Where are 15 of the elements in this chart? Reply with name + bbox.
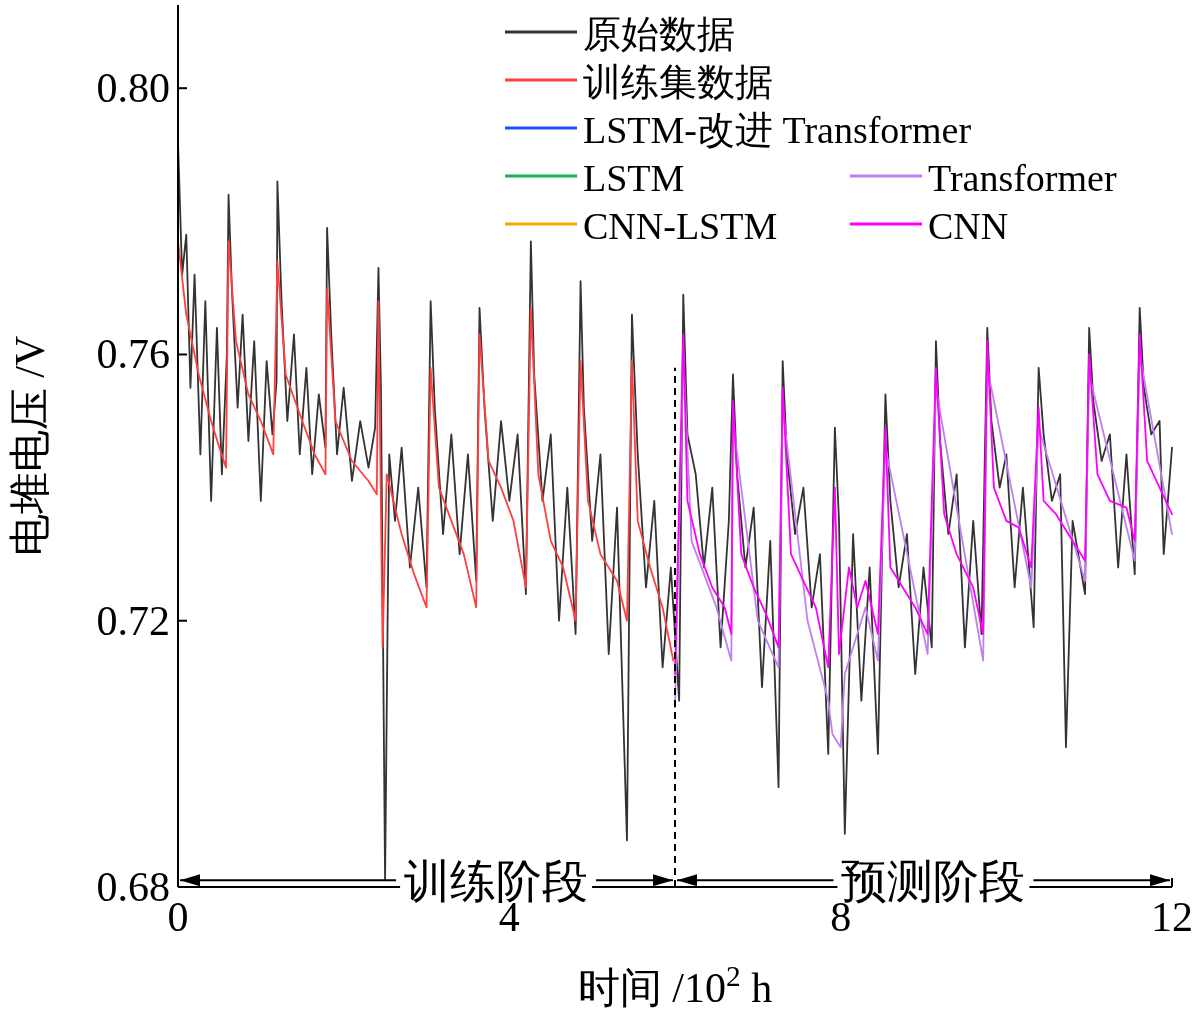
legend-label: CNN-LSTM <box>583 205 778 247</box>
y-tick-label: 0.72 <box>96 597 170 644</box>
y-tick-label: 0.80 <box>96 65 170 112</box>
x-axis-title: 时间 /10$^{2}$ h <box>577 960 773 1011</box>
x-tick-label: 0 <box>167 894 189 940</box>
legend-label: CNN <box>928 205 1009 247</box>
legend-label: LSTM-改进 Transformer <box>583 109 972 151</box>
legend-label: 原始数据 <box>583 13 735 55</box>
legend-label: Transformer <box>928 157 1117 199</box>
x-tick-label: 12 <box>1151 894 1193 940</box>
y-tick-label: 0.68 <box>96 864 170 910</box>
y-tick-label: 0.76 <box>96 331 170 378</box>
y-axis-title: 电堆电压 /V <box>7 335 53 557</box>
legend-label: 训练集数据 <box>583 61 773 103</box>
legend-label: LSTM <box>583 157 685 199</box>
